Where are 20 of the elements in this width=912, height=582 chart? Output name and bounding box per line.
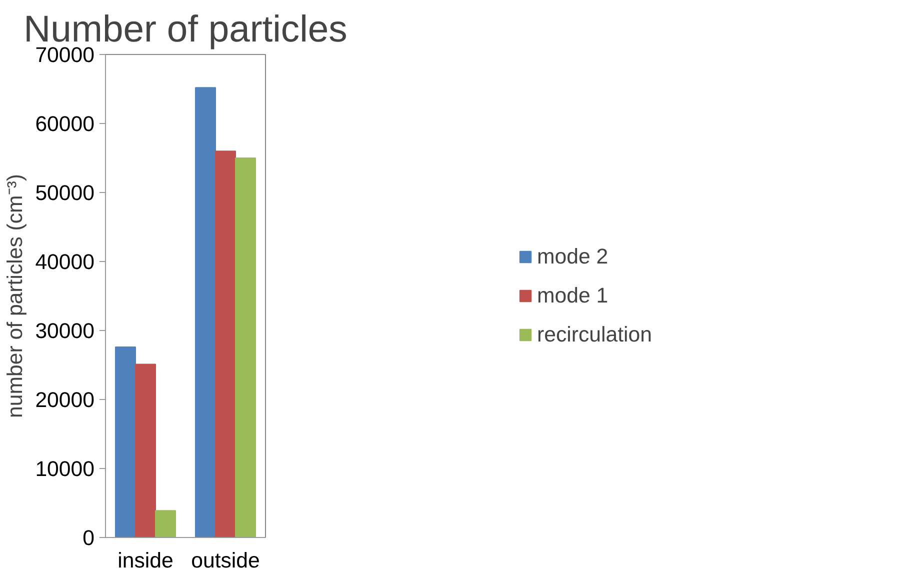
bar <box>235 158 256 538</box>
y-tick-label: 50000 <box>35 181 95 205</box>
bar <box>115 346 136 538</box>
bar <box>215 150 236 538</box>
y-tick-label: 0 <box>82 526 95 550</box>
y-tick-label: 10000 <box>35 457 95 481</box>
legend-label: mode 1 <box>537 283 608 308</box>
x-tick-label: outside <box>191 548 260 572</box>
bar <box>135 364 156 538</box>
y-tick-label: 70000 <box>35 43 95 67</box>
y-axis-title: number of particles (cm⁻³) <box>3 174 28 418</box>
legend-label: mode 2 <box>537 244 608 269</box>
y-tick-label: 20000 <box>35 388 95 412</box>
x-tick-label: inside <box>118 548 174 572</box>
y-tick-label: 60000 <box>35 112 95 136</box>
bar <box>195 87 216 538</box>
bar <box>155 510 176 538</box>
legend-label: recirculation <box>537 322 652 347</box>
y-tick-label: 40000 <box>35 250 95 274</box>
y-tick-label: 30000 <box>35 319 95 343</box>
